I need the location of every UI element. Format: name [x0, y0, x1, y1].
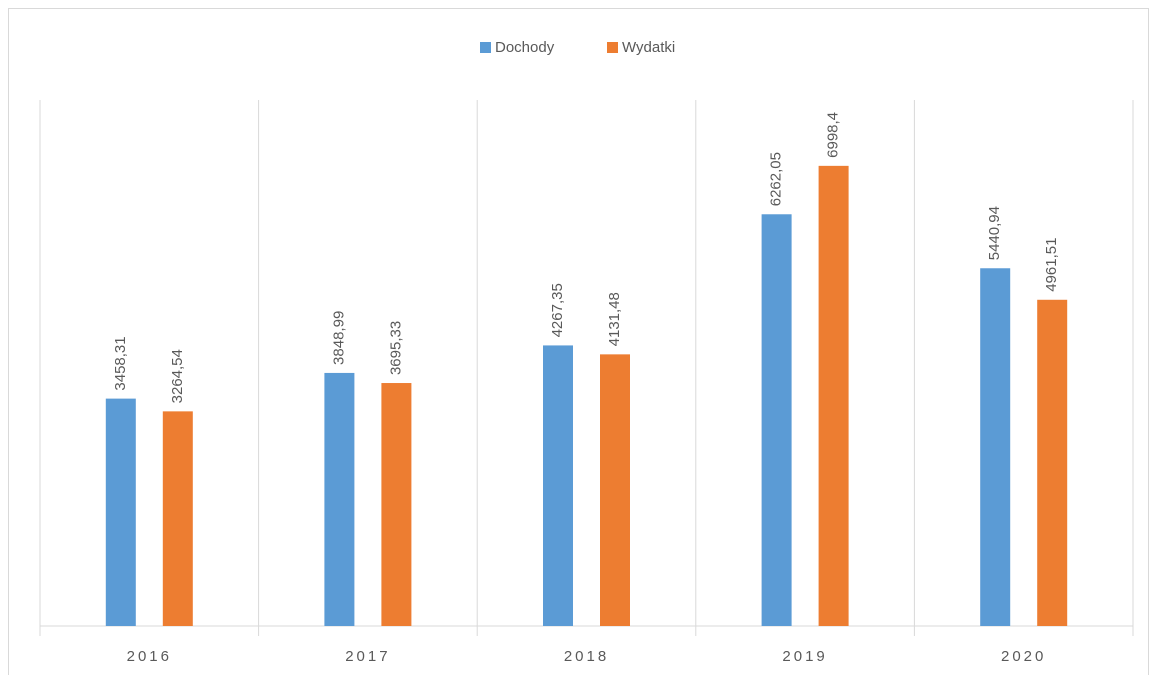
data-label: 4961,51 [1043, 238, 1060, 292]
x-tick-label: 2020 [1001, 648, 1046, 665]
bar [162, 411, 193, 626]
bar [980, 268, 1011, 626]
data-label: 3848,99 [330, 311, 347, 365]
chart-frame [8, 8, 1149, 675]
x-tick-label: 2017 [345, 648, 390, 665]
data-label: 6262,05 [768, 152, 785, 206]
bar [761, 214, 792, 627]
x-tick-label: 2016 [127, 648, 172, 665]
data-label: 4131,48 [606, 292, 623, 346]
data-label: 3264,54 [169, 349, 186, 403]
bar [1037, 299, 1068, 626]
data-label: 3458,31 [112, 336, 129, 390]
bar [543, 345, 573, 626]
legend-swatch [607, 42, 618, 53]
legend-swatch [480, 42, 491, 53]
legend-label: Wydatki [622, 39, 675, 56]
bar [324, 372, 355, 626]
data-label: 4267,35 [549, 283, 566, 337]
bar [105, 398, 136, 626]
bar [818, 165, 849, 626]
bar [381, 383, 412, 626]
bar [600, 354, 630, 626]
x-tick-label: 2018 [564, 648, 609, 665]
data-label: 6998,4 [825, 112, 842, 158]
legend-label: Dochody [495, 39, 555, 56]
data-label: 5440,94 [986, 206, 1003, 260]
data-label: 3695,33 [387, 321, 404, 375]
x-tick-label: 2019 [782, 648, 827, 665]
